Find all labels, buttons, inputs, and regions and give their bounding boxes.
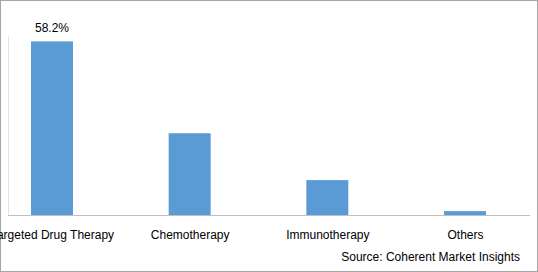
x-tick-label: Immunotherapy [286,228,369,242]
data-label: 58.2% [35,21,69,35]
x-tick-label: Chemotherapy [151,228,230,242]
bars [31,41,486,215]
x-tick-label: Others [447,228,483,242]
bar [169,133,211,215]
x-tick: Others [447,215,483,242]
x-tick: Immunotherapy [286,215,369,242]
x-axis: Targeted Drug Therapy Chemotherapy Immunot… [0,215,530,242]
source: Source: Coherent Market Insights [341,250,520,264]
y-axis [8,37,10,216]
x-tick: Targeted Drug Therapy [0,215,114,242]
x-tick-label: Targeted Drug Therapy [0,228,114,242]
y-axis-line [8,37,9,216]
bar [444,211,486,215]
bar [31,41,73,215]
bar [306,180,348,215]
x-tick: Chemotherapy [151,215,230,242]
chart: Targeted Drug Therapy Chemotherapy Immunot… [0,0,538,272]
x-axis-line [8,215,530,216]
data-labels: 58.2% [35,21,69,35]
